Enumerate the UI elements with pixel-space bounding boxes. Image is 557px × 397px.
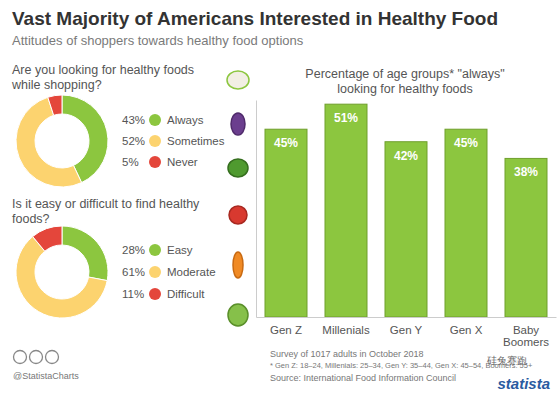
- text-line: while shopping?: [11, 78, 102, 92]
- text-line: Is it easy or difficult to find healthy: [12, 197, 200, 211]
- data-label: 51%: [334, 111, 358, 125]
- tick-label: Gen X: [450, 324, 483, 336]
- legend-swatch: [149, 156, 161, 168]
- icons: [227, 71, 249, 326]
- legend-swatch: [149, 135, 161, 147]
- text-line: foods?: [12, 212, 50, 226]
- license-icon: [46, 351, 59, 364]
- tick: Gen Y: [390, 317, 423, 336]
- legend-value: 11%: [122, 288, 144, 300]
- food-icon: [228, 304, 248, 326]
- tick: Gen Z: [270, 317, 302, 336]
- slice: [16, 237, 107, 318]
- tick-label: Millenials: [322, 324, 370, 336]
- slice: [62, 226, 108, 281]
- legend-value: 61%: [122, 266, 145, 278]
- bar: [325, 104, 367, 317]
- bar-chart: Percentage of age groups* "always"lookin…: [257, 67, 557, 348]
- subtitle: Attitudes of shoppers towards healthy fo…: [12, 33, 304, 48]
- bar: [265, 129, 307, 317]
- title: Vast Majority of Americans Interested in…: [12, 8, 498, 29]
- food-icon: [227, 71, 249, 89]
- donut-chart: Is it easy or difficult to find healthyf…: [12, 197, 216, 318]
- slice: [16, 97, 82, 187]
- text-line: looking for healthy foods: [337, 82, 473, 96]
- chart-title: Are you looking for healthy foodswhile s…: [11, 63, 194, 92]
- chart-title: Is it easy or difficult to find healthyf…: [12, 197, 200, 226]
- data-labels: 45% 51% 42% 45% 38%: [274, 111, 538, 179]
- legend: 28% Easy 61% Moderate 11% Difficult: [122, 244, 216, 300]
- legend-label: Always: [167, 114, 204, 126]
- brand-logo: statista: [497, 375, 550, 392]
- legend-value: 28%: [122, 244, 145, 256]
- license-icon: [14, 351, 27, 364]
- tick-label: Gen Y: [390, 324, 423, 336]
- bars: [265, 104, 547, 317]
- legend-label: Sometimes: [167, 135, 225, 147]
- tick: Gen X: [450, 317, 483, 336]
- data-label: 45%: [274, 136, 298, 150]
- legend-value: 5%: [122, 156, 139, 168]
- slices: [16, 95, 108, 187]
- watermark: 硅兔赛跑: [486, 355, 527, 366]
- legend: 43% Always 52% Sometimes 5% Never: [122, 114, 225, 168]
- legend-swatch: [149, 266, 161, 278]
- tick: Millenials: [322, 317, 370, 336]
- x-axis: Gen Z Millenials Gen Y Gen X BabyBoomers: [257, 317, 557, 348]
- data-label: 45%: [454, 136, 478, 150]
- handle: @StatistaCharts: [13, 371, 79, 381]
- food-icon: [229, 206, 247, 224]
- legend-swatch: [149, 114, 161, 126]
- survey-note: Survey of 1017 adults in October 2018: [270, 349, 424, 359]
- bar: [505, 158, 547, 317]
- bar: [445, 129, 487, 317]
- axis-line: [256, 101, 257, 318]
- text-line: Percentage of age groups* "always": [305, 67, 504, 81]
- food-icon: [228, 159, 248, 177]
- legend-label: Never: [167, 156, 198, 168]
- legend-label: Moderate: [167, 266, 216, 278]
- license-icon: [30, 351, 43, 364]
- bar: [385, 142, 427, 317]
- legend-label: Easy: [167, 244, 193, 256]
- text-line: Boomers: [503, 336, 549, 348]
- slices: [16, 226, 108, 318]
- tick-label: BabyBoomers: [503, 324, 549, 348]
- food-icon: [231, 113, 245, 135]
- chart-root: Vast Majority of Americans Interested in…: [0, 0, 557, 397]
- data-label: 42%: [394, 149, 418, 163]
- legend-value: 52%: [122, 135, 145, 147]
- slice: [33, 226, 62, 251]
- slice: [48, 95, 62, 115]
- text-line: Baby: [513, 324, 539, 336]
- chart-title: Percentage of age groups* "always"lookin…: [305, 67, 504, 96]
- legend-value: 43%: [122, 114, 145, 126]
- legend-swatch: [149, 288, 161, 300]
- y-axis: [256, 101, 257, 318]
- legend-swatch: [149, 244, 161, 256]
- tick: BabyBoomers: [503, 317, 549, 348]
- axis-line: [257, 317, 557, 318]
- data-label: 38%: [514, 165, 538, 179]
- donut-chart: Are you looking for healthy foodswhile s…: [11, 63, 225, 187]
- footer: Survey of 1017 adults in October 2018* G…: [13, 349, 550, 392]
- legend-label: Difficult: [167, 288, 205, 300]
- food-icon: [233, 252, 243, 278]
- source: Source: International Food Information C…: [270, 373, 456, 383]
- tick-label: Gen Z: [270, 324, 302, 336]
- text-line: Are you looking for healthy foods: [12, 63, 194, 77]
